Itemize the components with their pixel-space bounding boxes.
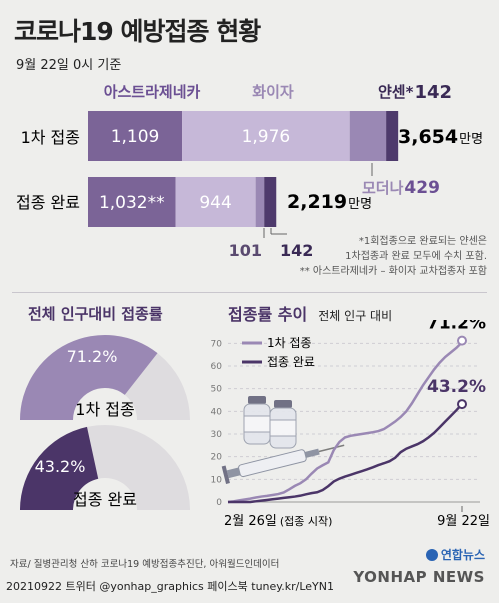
line-chart-yticks: 0 10 20 30 40 50 60 70 xyxy=(211,339,223,508)
brand-globe-icon xyxy=(425,548,438,561)
credit-text: 20210922 트위터 @yonhap_graphics 페이스북 tuney… xyxy=(6,580,334,593)
x-axis-end-label: 9월 22일 xyxy=(437,514,490,529)
line-first-dose-end-label: 71.2% xyxy=(427,320,486,334)
section-divider xyxy=(12,292,487,293)
gauge-complete-value: 43.2% xyxy=(35,457,86,476)
page-title: 코로나19 예방접종 현황 xyxy=(14,17,261,46)
brand-logo: 연합뉴스 YONHAP NEWS xyxy=(353,546,485,586)
x-axis-start-label: 2월 26일 (접종 시작) xyxy=(224,514,332,529)
page-subtitle: 9월 22일 0시 기준 xyxy=(16,58,122,73)
gauge-first-label: 1차 접종 xyxy=(75,400,134,419)
label-first-astrazeneca: 1,109 xyxy=(111,127,160,147)
line-first-dose-end-marker xyxy=(457,335,467,346)
footnote-1: *1회접종으로 완료되는 얀센은 xyxy=(358,236,487,247)
bar-complete-janssen xyxy=(264,177,277,227)
label-complete-pfizer: 944 xyxy=(199,193,231,213)
total-fully-vaccinated: 2,219만명 xyxy=(287,191,372,213)
y-tick-label: 70 xyxy=(211,339,223,349)
y-tick-label: 40 xyxy=(211,407,223,417)
gauge-first-value: 71.2% xyxy=(67,347,118,366)
line-first-dose xyxy=(227,339,464,504)
y-tick-label: 50 xyxy=(211,385,223,395)
brand-big: YONHAP NEWS xyxy=(353,568,485,586)
legend-label-first: 1차 접종 xyxy=(267,336,312,350)
legend-label-complete: 접종 완료 xyxy=(267,355,315,369)
bar-first-pfizer xyxy=(182,111,350,161)
y-tick-label: 60 xyxy=(211,362,223,372)
gauge-complete-fill xyxy=(20,426,99,510)
footnote-3: ** 아스트라제네카 – 화이자 교차접종자 포함 xyxy=(299,266,487,277)
label-first-pfizer: 1,976 xyxy=(242,127,291,147)
source-text: 자료/ 질병관리청 산하 코로나19 예방접종추진단, 아워월드인데이터 xyxy=(10,559,280,570)
bar-complete-astrazeneca xyxy=(88,177,176,227)
line-fully-vaccinated-end-marker xyxy=(457,399,467,410)
line-chart-title: 접종률 추이 xyxy=(228,305,308,324)
category-first-dose: 1차 접종 xyxy=(21,128,80,147)
gauge-complete-label: 접종 완료 xyxy=(73,490,137,509)
vaccine-bar-chart: 아스트라제네카 화이자 얀센*142 1차 접종 1,109 1,976 3,6… xyxy=(16,82,483,260)
bar-first-astrazeneca xyxy=(88,111,183,161)
y-tick-label: 20 xyxy=(211,453,223,463)
bar-first-janssen xyxy=(386,111,399,161)
y-tick-label: 30 xyxy=(211,430,223,440)
brand-small: 연합뉴스 xyxy=(440,548,485,562)
footnote-2: 1차접종과 완료 모두에 수치 포함. xyxy=(345,251,487,262)
footnotes: *1회접종으로 완료되는 얀센은 1차접종과 완료 모두에 수치 포함. ** … xyxy=(300,234,487,279)
gauge-chart: 71.2% 1차 접종 43.2% 접종 완료 xyxy=(20,335,190,510)
y-tick-label: 0 xyxy=(216,498,222,508)
bar-complete-pfizer xyxy=(175,177,256,227)
gauge-first-fill xyxy=(20,335,158,420)
legend-moderna: 모더나429 xyxy=(362,178,440,198)
bar-complete-moderna xyxy=(255,177,265,227)
bar-first-moderna xyxy=(349,111,387,161)
vaccine-illustration-icon xyxy=(221,396,345,484)
y-tick-label: 10 xyxy=(211,475,223,485)
total-first-dose: 3,654만명 xyxy=(398,126,483,148)
line-fully-vaccinated xyxy=(228,403,463,504)
legend-janssen: 얀센*142 xyxy=(378,82,452,103)
label-complete-astrazeneca: 1,032** xyxy=(99,193,165,213)
label-complete-janssen: 142 xyxy=(280,241,313,260)
gauge-title: 전체 인구대비 접종률 xyxy=(28,305,163,323)
legend-pfizer: 화이자 xyxy=(252,83,294,101)
category-fully-vaccinated: 접종 완료 xyxy=(16,193,80,212)
line-chart-subtitle: 전체 인구 대비 xyxy=(318,309,393,323)
line-fully-vaccinated-end-label: 43.2% xyxy=(427,377,486,397)
line-chart-heading: 접종률 추이 전체 인구 대비 xyxy=(228,301,392,325)
legend-astrazeneca: 아스트라제네카 xyxy=(104,83,201,101)
label-complete-moderna: 101 xyxy=(229,241,262,260)
